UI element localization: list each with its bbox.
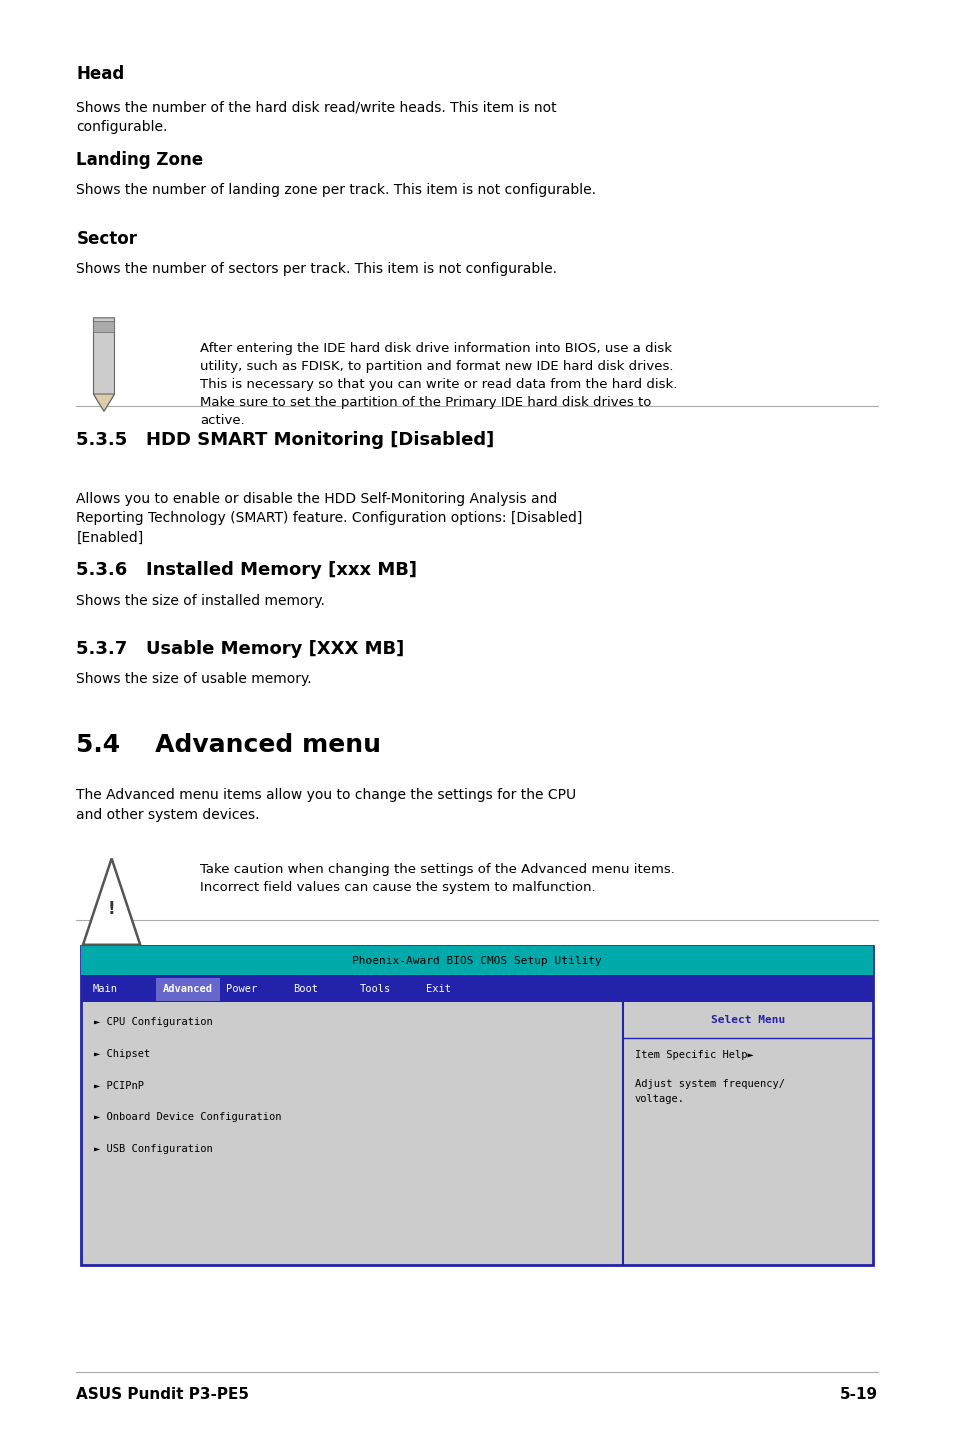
Text: 5.4    Advanced menu: 5.4 Advanced menu xyxy=(76,733,381,758)
Text: 5.3.5   HDD SMART Monitoring [Disabled]: 5.3.5 HDD SMART Monitoring [Disabled] xyxy=(76,431,494,450)
Text: Allows you to enable or disable the HDD Self-Monitoring Analysis and
Reporting T: Allows you to enable or disable the HDD … xyxy=(76,492,582,545)
Text: The Advanced menu items allow you to change the settings for the CPU
and other s: The Advanced menu items allow you to cha… xyxy=(76,788,576,821)
Text: 5-19: 5-19 xyxy=(839,1388,877,1402)
Text: Main: Main xyxy=(92,984,117,994)
Text: Head: Head xyxy=(76,65,125,83)
Text: Power: Power xyxy=(226,984,257,994)
Text: 5.3.7   Usable Memory [XXX MB]: 5.3.7 Usable Memory [XXX MB] xyxy=(76,640,404,659)
Text: Take caution when changing the settings of the Advanced menu items.
Incorrect fi: Take caution when changing the settings … xyxy=(200,863,675,894)
FancyBboxPatch shape xyxy=(155,978,220,1001)
Text: ASUS Pundit P3-PE5: ASUS Pundit P3-PE5 xyxy=(76,1388,249,1402)
Text: Sector: Sector xyxy=(76,230,137,249)
Polygon shape xyxy=(93,394,114,411)
Text: Phoenix-Award BIOS CMOS Setup Utility: Phoenix-Award BIOS CMOS Setup Utility xyxy=(352,956,601,965)
Text: ► CPU Configuration: ► CPU Configuration xyxy=(94,1018,213,1027)
Text: ► Chipset: ► Chipset xyxy=(94,1050,151,1058)
Text: ► USB Configuration: ► USB Configuration xyxy=(94,1145,213,1153)
Text: Shows the size of installed memory.: Shows the size of installed memory. xyxy=(76,594,325,608)
Text: Shows the number of landing zone per track. This item is not configurable.: Shows the number of landing zone per tra… xyxy=(76,183,596,197)
FancyBboxPatch shape xyxy=(81,975,872,1002)
Text: Tools: Tools xyxy=(359,984,391,994)
Polygon shape xyxy=(93,318,114,411)
Text: ► Onboard Device Configuration: ► Onboard Device Configuration xyxy=(94,1113,282,1122)
Text: Item Specific Help►

Adjust system frequency/
voltage.: Item Specific Help► Adjust system freque… xyxy=(635,1050,784,1104)
Text: !: ! xyxy=(108,900,115,917)
FancyBboxPatch shape xyxy=(93,321,114,332)
FancyBboxPatch shape xyxy=(81,946,872,975)
Text: Shows the number of sectors per track. This item is not configurable.: Shows the number of sectors per track. T… xyxy=(76,262,557,276)
Text: 5.3.6   Installed Memory [xxx MB]: 5.3.6 Installed Memory [xxx MB] xyxy=(76,561,416,580)
Text: Select Menu: Select Menu xyxy=(710,1015,784,1025)
Text: Landing Zone: Landing Zone xyxy=(76,151,203,170)
Polygon shape xyxy=(83,858,140,945)
Text: After entering the IDE hard disk drive information into BIOS, use a disk
utility: After entering the IDE hard disk drive i… xyxy=(200,342,677,427)
FancyBboxPatch shape xyxy=(81,946,872,1265)
Text: Boot: Boot xyxy=(293,984,317,994)
Text: Exit: Exit xyxy=(426,984,451,994)
Text: ► PCIPnP: ► PCIPnP xyxy=(94,1081,144,1090)
Text: Shows the number of the hard disk read/write heads. This item is not
configurabl: Shows the number of the hard disk read/w… xyxy=(76,101,557,134)
Text: Shows the size of usable memory.: Shows the size of usable memory. xyxy=(76,672,312,686)
Text: Advanced: Advanced xyxy=(163,984,213,994)
